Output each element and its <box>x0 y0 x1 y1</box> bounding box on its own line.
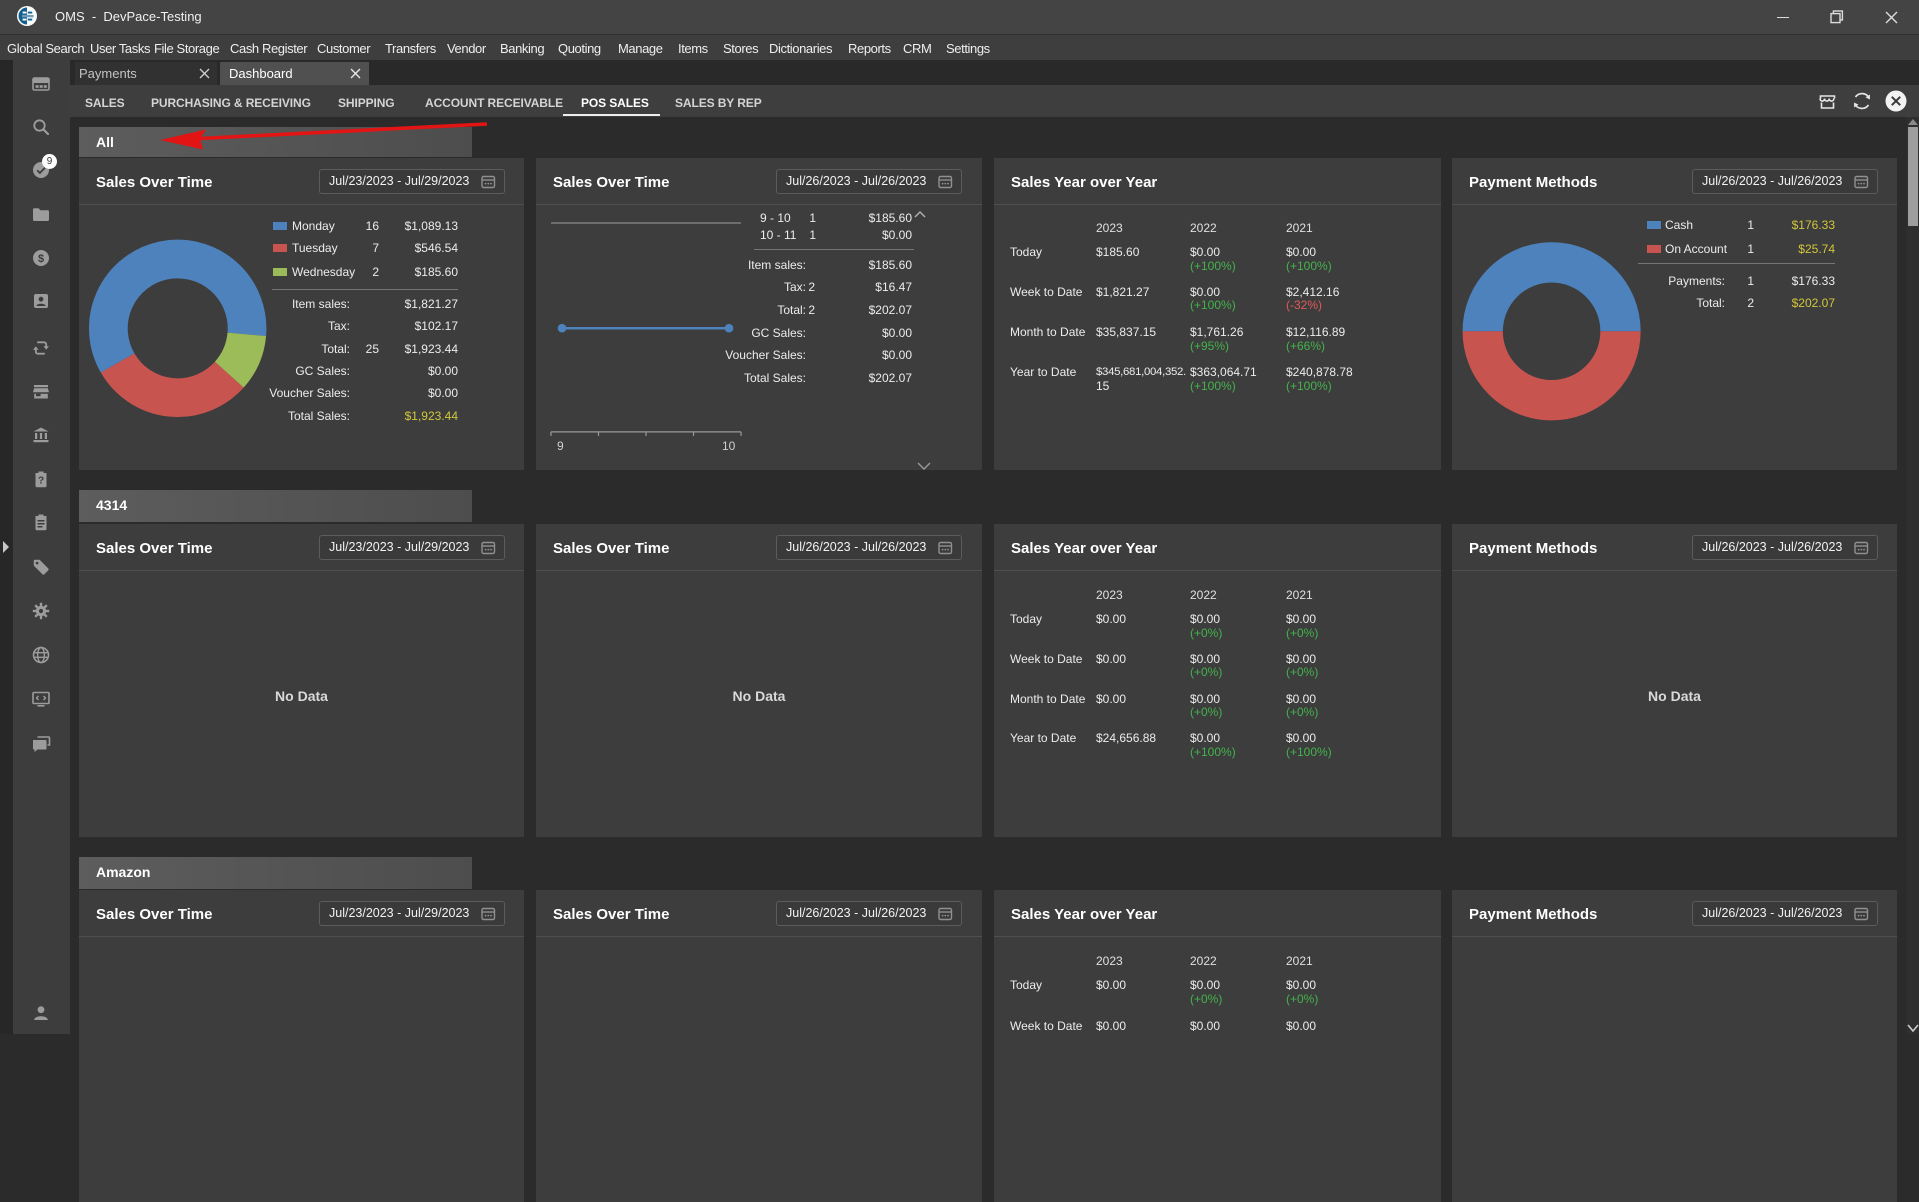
svg-text:?: ? <box>38 476 44 487</box>
svg-text:$: $ <box>38 253 44 265</box>
